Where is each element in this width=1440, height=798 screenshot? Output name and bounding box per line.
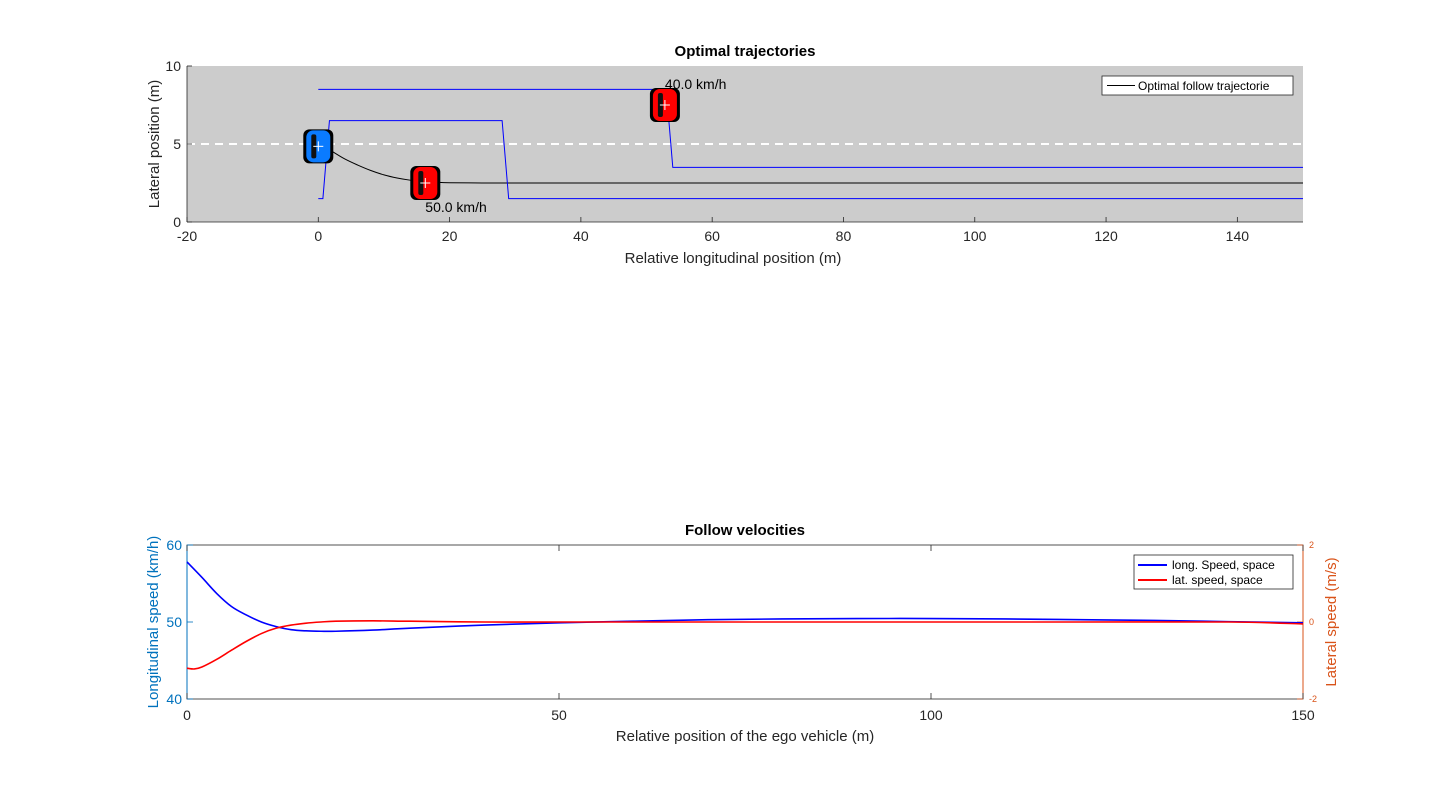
legend-label: long. Speed, space bbox=[1172, 558, 1275, 572]
left-y-tick-label: 40 bbox=[166, 691, 182, 707]
x-tick-label: -20 bbox=[177, 228, 197, 244]
y-tick-label: 0 bbox=[173, 214, 181, 230]
x-tick-label: 40 bbox=[573, 228, 589, 244]
legend-box bbox=[1101, 75, 1294, 96]
vehicle-ego-0 bbox=[303, 129, 334, 164]
chart-title: Optimal trajectories bbox=[675, 43, 816, 60]
legend-label: lat. speed, space bbox=[1172, 573, 1263, 587]
y-tick-label: 10 bbox=[165, 58, 181, 74]
x-axis-label: Relative position of the ego vehicle (m) bbox=[616, 728, 874, 745]
x-tick-label: 100 bbox=[919, 707, 943, 723]
right-y-tick-label: 2 bbox=[1309, 540, 1314, 550]
x-tick-label: 150 bbox=[1291, 707, 1315, 723]
series-boundary-line-1 bbox=[318, 120, 1303, 200]
legend-box bbox=[1133, 554, 1294, 590]
x-tick-label: 140 bbox=[1226, 228, 1250, 244]
series-boundary-line-2 bbox=[318, 88, 1303, 168]
x-axis-label: Relative longitudinal position (m) bbox=[625, 250, 842, 267]
x-tick-label: 80 bbox=[836, 228, 852, 244]
x-tick-label: 0 bbox=[183, 707, 191, 723]
series-longitudinal-speed bbox=[186, 561, 1304, 633]
x-tick-label: 0 bbox=[314, 228, 322, 244]
x-tick-label: 50 bbox=[551, 707, 567, 723]
legend-label: Optimal follow trajectorie bbox=[1138, 79, 1270, 93]
x-tick-label: 100 bbox=[963, 228, 987, 244]
x-tick-label: 120 bbox=[1094, 228, 1118, 244]
y-tick-label: 5 bbox=[173, 136, 181, 152]
velocity-chart: 0 50 100 150 40 50 60 -2 0 2 long. Speed, spacelat… bbox=[145, 522, 1340, 745]
chart-title: Follow velocities bbox=[685, 522, 805, 539]
vehicle-other-1: 50.0 km/h bbox=[410, 166, 487, 215]
y-axis-label: Lateral position (m) bbox=[146, 80, 163, 208]
x-tick-label: 20 bbox=[442, 228, 458, 244]
right-y-axis-label: Lateral speed (m/s) bbox=[1323, 557, 1340, 686]
x-tick-label: 60 bbox=[704, 228, 720, 244]
right-y-tick-label: 0 bbox=[1309, 617, 1314, 627]
right-y-tick-label: -2 bbox=[1309, 694, 1317, 704]
vehicle-other-2: 40.0 km/h bbox=[649, 76, 726, 122]
left-y-tick-label: 50 bbox=[166, 614, 182, 630]
vehicle-speed-label: 40.0 km/h bbox=[665, 76, 726, 92]
series-lateral-speed bbox=[186, 620, 1304, 670]
left-y-tick-label: 60 bbox=[166, 537, 182, 553]
left-y-axis-label: Longitudinal speed (km/h) bbox=[145, 536, 162, 709]
vehicle-speed-label: 50.0 km/h bbox=[425, 199, 486, 215]
